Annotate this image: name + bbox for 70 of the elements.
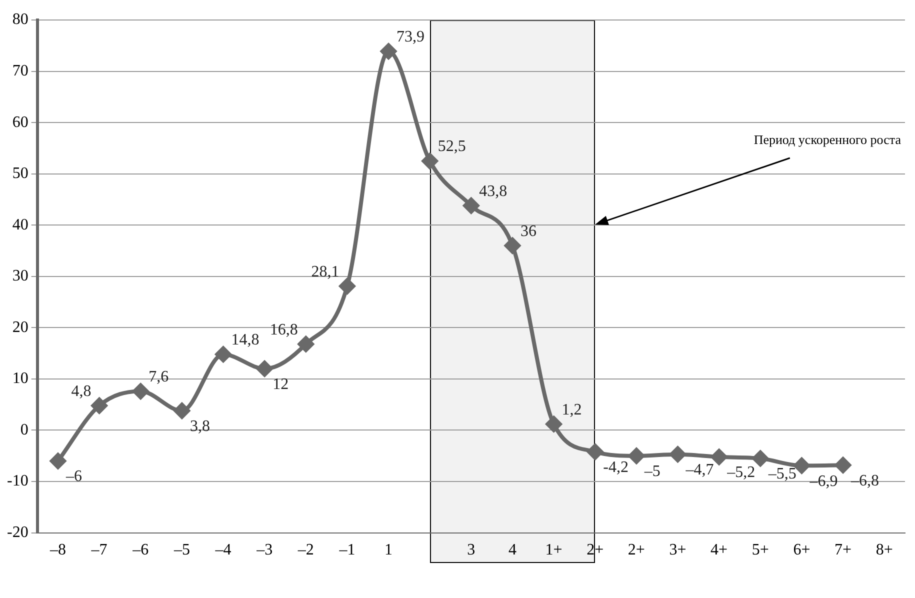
x-tick-label: 3 — [467, 542, 476, 559]
point — [587, 444, 604, 460]
point — [298, 336, 314, 352]
annotation: Период ускоренного роста — [754, 132, 901, 148]
point — [339, 278, 356, 294]
data-label: 7,6 — [148, 368, 169, 386]
y-tick-label: 30 — [12, 268, 28, 285]
y-tick-label: 80 — [12, 11, 28, 28]
point — [50, 453, 66, 470]
x-tick-label: 5+ — [752, 542, 769, 559]
point — [711, 448, 728, 465]
data-label: 36 — [520, 222, 536, 240]
point — [628, 448, 644, 464]
data-label: 1,2 — [562, 401, 582, 418]
x-tick-label: 8+ — [876, 542, 893, 559]
point — [132, 383, 149, 400]
data-label: –6,8 — [850, 472, 880, 490]
x-tick-label: –8 — [48, 542, 66, 559]
x-tick-label: –6 — [132, 542, 149, 559]
point — [504, 238, 520, 254]
point — [380, 43, 397, 60]
point — [174, 402, 190, 419]
point — [256, 360, 273, 377]
data-label: 73,9 — [396, 28, 425, 46]
data-label: –6,9 — [808, 472, 838, 490]
x-tick-label: –4 — [214, 542, 232, 559]
data-label: -4,2 — [603, 458, 628, 476]
x-tick-label: 7+ — [834, 542, 852, 559]
y-tick-label: -10 — [7, 472, 28, 490]
data-label: –4,7 — [684, 462, 714, 479]
y-tick-label: 50 — [12, 165, 28, 182]
data-label: 3,8 — [190, 418, 210, 435]
point — [546, 416, 562, 432]
data-label: 4,8 — [71, 382, 92, 400]
x-tick-label: 4 — [508, 542, 516, 559]
y-tick-label: 40 — [12, 216, 28, 234]
x-tick-label: 4+ — [710, 542, 728, 559]
x-tick-label: –7 — [90, 542, 108, 559]
x-tick-label: 2+ — [628, 542, 645, 559]
point — [215, 346, 232, 362]
x-tick-label: 1 — [384, 542, 393, 559]
y-tick-label: -20 — [7, 524, 28, 542]
point — [835, 457, 852, 474]
x-tick-label: 1+ — [545, 542, 562, 559]
x-tick-label: 6+ — [793, 542, 810, 559]
point — [752, 450, 768, 466]
point — [91, 398, 108, 414]
data-label: 12 — [272, 376, 289, 393]
x-tick-label: –3 — [256, 542, 273, 559]
x-tick-label: –5 — [172, 542, 190, 559]
y-tick-label: 0 — [20, 421, 28, 438]
y-tick-label: 60 — [12, 114, 28, 131]
y-tick-label: 20 — [12, 318, 28, 336]
x-tick-label: –1 — [338, 542, 356, 559]
point — [670, 446, 686, 462]
data-label: 14,8 — [231, 332, 260, 349]
data-label: –5 — [643, 463, 660, 480]
data-label: 16,8 — [270, 321, 298, 338]
data-label: –5,2 — [726, 464, 756, 482]
x-tick-label: –2 — [296, 542, 314, 559]
data-label: 28,1 — [311, 263, 340, 280]
x-tick-label: 3+ — [669, 542, 686, 559]
data-label: 52,5 — [438, 138, 466, 156]
point — [422, 153, 438, 170]
data-label: 43,8 — [479, 182, 508, 200]
point — [463, 198, 480, 214]
data-label: –6 — [64, 468, 82, 486]
y-tick-label: 70 — [12, 62, 28, 80]
data-label: –5,5 — [767, 466, 796, 483]
y-tick-label: 10 — [12, 370, 28, 388]
